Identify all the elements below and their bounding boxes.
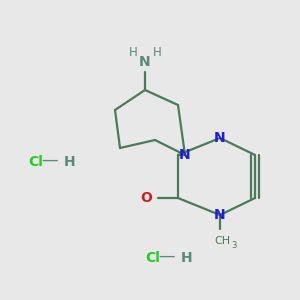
Text: H: H (181, 251, 193, 265)
Text: Cl: Cl (28, 155, 43, 169)
Text: 3: 3 (231, 241, 237, 250)
Text: H: H (153, 46, 161, 59)
Text: O: O (140, 191, 152, 205)
Text: H: H (64, 155, 76, 169)
Text: Cl: Cl (145, 251, 160, 265)
Text: —: — (42, 151, 58, 169)
Text: H: H (129, 46, 137, 59)
Text: CH: CH (214, 236, 230, 246)
Text: N: N (214, 208, 226, 222)
Text: N: N (214, 131, 226, 145)
Text: N: N (179, 148, 191, 162)
Text: N: N (139, 55, 151, 69)
Text: —: — (159, 247, 175, 265)
